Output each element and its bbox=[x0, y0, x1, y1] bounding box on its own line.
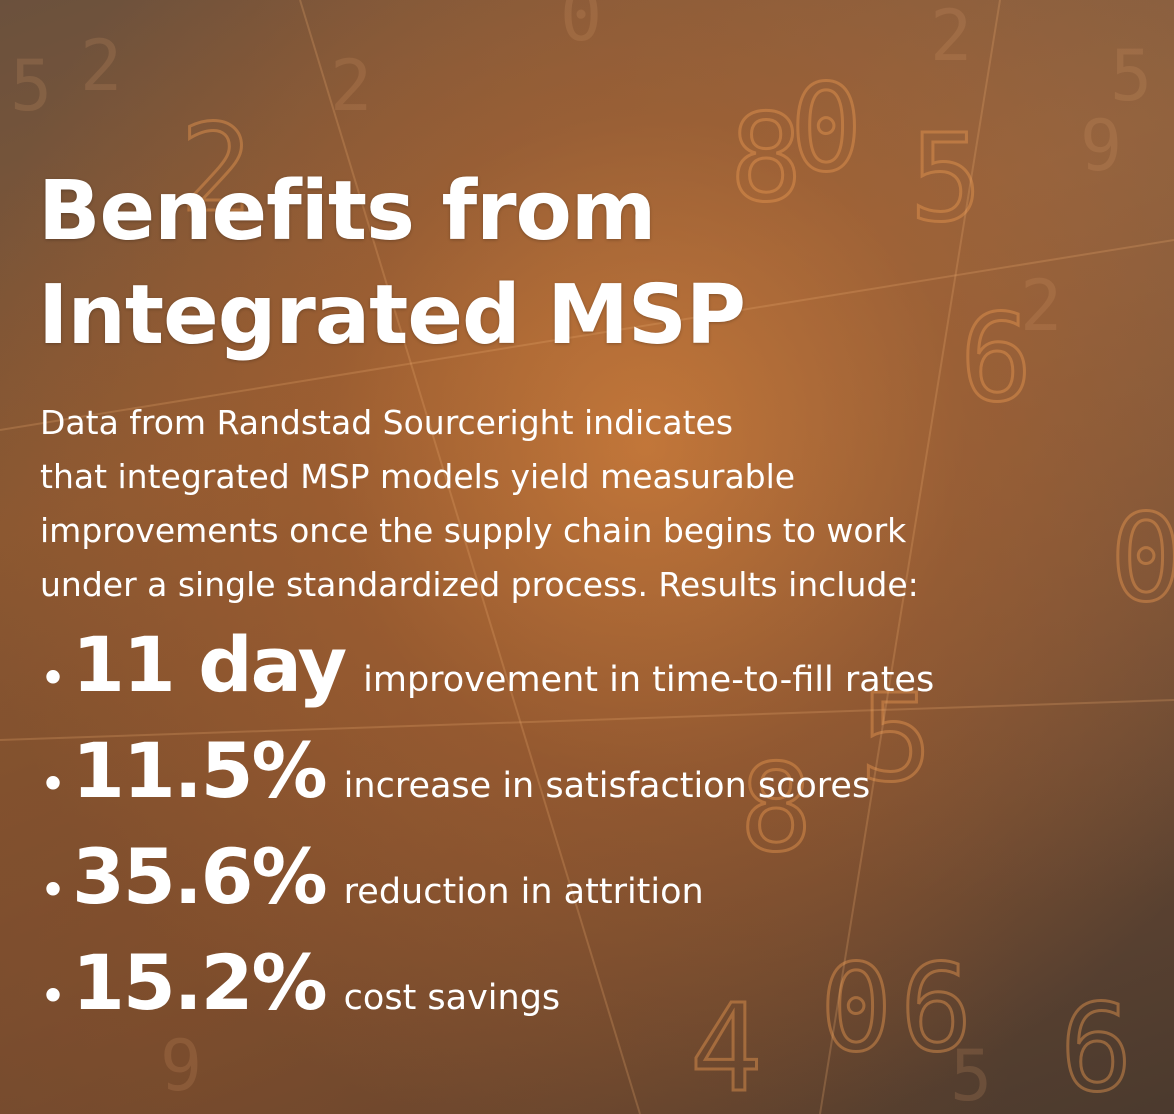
svg-text:2: 2 bbox=[1020, 265, 1062, 347]
stat-description: reduction in attrition bbox=[343, 872, 704, 912]
svg-text:9: 9 bbox=[160, 1025, 202, 1107]
intro-line: Data from Randstad Sourceright indicates bbox=[40, 403, 734, 442]
intro-line: improvements once the supply chain begin… bbox=[40, 511, 907, 550]
svg-text:4: 4 bbox=[690, 980, 762, 1114]
bullet-icon: • bbox=[40, 656, 66, 700]
page-title: Benefits from Integrated MSP bbox=[38, 160, 1148, 368]
svg-text:0: 0 bbox=[820, 940, 892, 1079]
svg-text:6: 6 bbox=[1060, 980, 1132, 1114]
stat-value: 35.6% bbox=[72, 832, 328, 921]
intro-line: under a single standardized process. Res… bbox=[40, 565, 919, 604]
svg-text:2: 2 bbox=[930, 0, 972, 77]
svg-text:9: 9 bbox=[1080, 105, 1122, 187]
svg-text:0: 0 bbox=[560, 0, 602, 57]
benefits-panel: Benefits from Integrated MSP Data from R… bbox=[38, 160, 1148, 1044]
stat-value: 15.2% bbox=[72, 938, 328, 1027]
intro-line: that integrated MSP models yield measura… bbox=[40, 457, 796, 496]
result-item-attrition: • 35.6% reduction in attrition bbox=[38, 832, 1148, 938]
title-line-2: Integrated MSP bbox=[38, 268, 746, 363]
svg-text:0: 0 bbox=[790, 60, 862, 199]
svg-text:5: 5 bbox=[1110, 35, 1152, 117]
svg-text:2: 2 bbox=[330, 45, 372, 127]
svg-text:8: 8 bbox=[730, 90, 802, 229]
svg-text:2: 2 bbox=[80, 25, 122, 107]
title-line-1: Benefits from bbox=[38, 164, 656, 259]
stat-description: cost savings bbox=[343, 978, 561, 1018]
bullet-icon: • bbox=[40, 762, 66, 806]
intro-paragraph: Data from Randstad Sourceright indicates… bbox=[40, 396, 1080, 612]
result-item-time-to-fill: • 11 day improvement in time-to-fill rat… bbox=[38, 620, 1148, 726]
results-list: • 11 day improvement in time-to-fill rat… bbox=[38, 620, 1148, 1044]
stat-value: 11.5% bbox=[72, 726, 328, 815]
svg-text:5: 5 bbox=[910, 110, 982, 249]
svg-text:5: 5 bbox=[10, 45, 52, 127]
stat-description: improvement in time-to-fill rates bbox=[363, 660, 935, 700]
bullet-icon: • bbox=[40, 868, 66, 912]
stat-description: increase in satisfaction scores bbox=[343, 766, 871, 806]
svg-text:2: 2 bbox=[180, 100, 252, 239]
svg-text:8: 8 bbox=[740, 740, 812, 879]
result-item-cost-savings: • 15.2% cost savings bbox=[38, 938, 1148, 1044]
result-item-satisfaction: • 11.5% increase in satisfaction scores bbox=[38, 726, 1148, 832]
svg-text:5: 5 bbox=[860, 670, 932, 809]
bullet-icon: • bbox=[40, 974, 66, 1018]
stat-value: 11 day bbox=[72, 620, 347, 709]
svg-text:6: 6 bbox=[900, 940, 972, 1079]
svg-text:0: 0 bbox=[1110, 490, 1174, 629]
svg-text:5: 5 bbox=[950, 1035, 992, 1114]
svg-text:6: 6 bbox=[960, 290, 1032, 429]
